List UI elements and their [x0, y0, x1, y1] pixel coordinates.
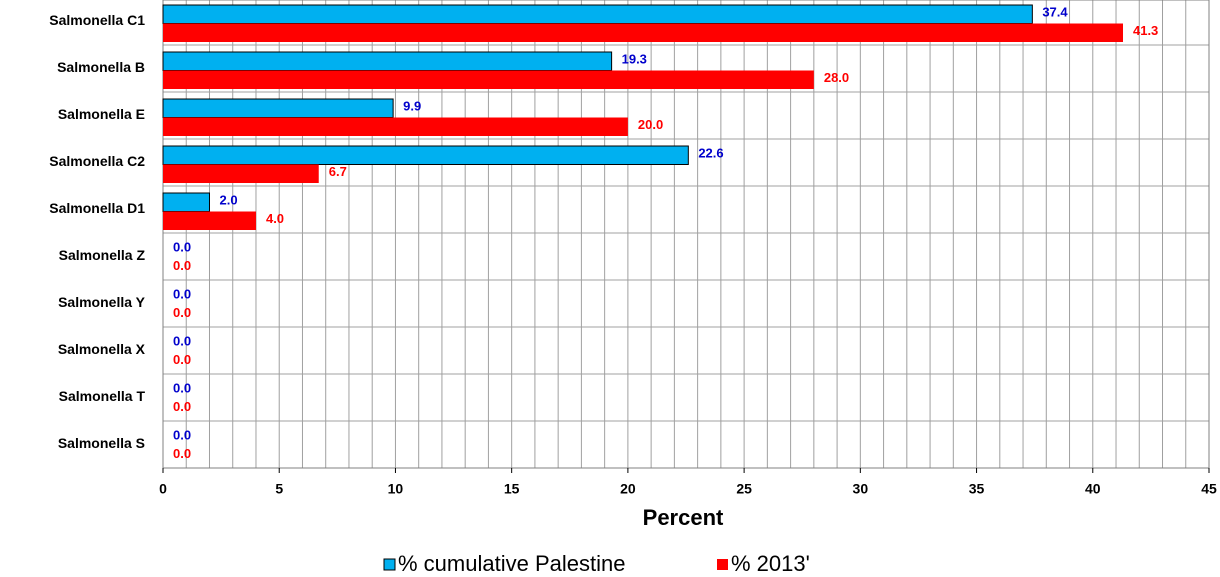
x-tick-label: 10: [388, 481, 404, 497]
legend-label: % cumulative Palestine: [398, 551, 625, 576]
bar: [163, 70, 814, 89]
x-tick-label: 25: [736, 481, 752, 497]
bar: [162, 145, 689, 165]
bar: [162, 4, 1033, 24]
legend-label: % 2013': [731, 551, 810, 576]
bar: [162, 192, 210, 212]
bar: [162, 51, 613, 71]
value-label: 2.0: [219, 193, 237, 208]
plot-frame: [162, 0, 1210, 469]
x-axis-label: Percent: [643, 505, 724, 530]
y-tick-label: Salmonella T: [59, 388, 146, 404]
bar: [163, 23, 1123, 42]
x-tick-label: 35: [969, 481, 985, 497]
value-label: 6.7: [329, 164, 347, 179]
value-label: 0.0: [173, 399, 191, 414]
value-label: 28.0: [824, 70, 849, 85]
y-tick-label: Salmonella E: [58, 106, 145, 122]
value-label: 0.0: [173, 334, 191, 349]
y-tick-label: Salmonella S: [58, 435, 145, 451]
y-tick-label: Salmonella B: [57, 59, 145, 75]
x-tick-label: 45: [1201, 481, 1217, 497]
bar: [162, 98, 394, 118]
x-tick-label: 5: [275, 481, 283, 497]
value-label: 19.3: [622, 52, 647, 67]
y-tick-label: Salmonella C1: [49, 12, 145, 28]
y-tick-label: Salmonella X: [58, 341, 146, 357]
x-tick-label: 30: [853, 481, 869, 497]
x-tick-label: 15: [504, 481, 520, 497]
y-tick-label: Salmonella Y: [58, 294, 146, 310]
bar: [163, 117, 628, 136]
value-label: 0.0: [173, 258, 191, 273]
bar: [163, 164, 319, 183]
y-tick-label: Salmonella C2: [49, 153, 145, 169]
y-tick-label: Salmonella D1: [49, 200, 145, 216]
value-label: 20.0: [638, 117, 663, 132]
value-label: 0.0: [173, 381, 191, 396]
y-tick-label: Salmonella Z: [59, 247, 146, 263]
bar: [163, 211, 256, 230]
legend-swatch: [383, 558, 396, 571]
value-label: 9.9: [403, 99, 421, 114]
value-label: 22.6: [698, 146, 723, 161]
value-label: 0.0: [173, 352, 191, 367]
value-label: 4.0: [266, 211, 284, 226]
x-tick-label: 0: [159, 481, 167, 497]
value-label: 0.0: [173, 305, 191, 320]
value-label: 41.3: [1133, 23, 1158, 38]
value-label: 37.4: [1042, 5, 1068, 20]
x-tick-label: 40: [1085, 481, 1101, 497]
value-label: 0.0: [173, 240, 191, 255]
x-tick-label: 20: [620, 481, 636, 497]
value-label: 0.0: [173, 428, 191, 443]
value-label: 0.0: [173, 446, 191, 461]
value-label: 0.0: [173, 287, 191, 302]
legend-swatch: [717, 559, 728, 570]
